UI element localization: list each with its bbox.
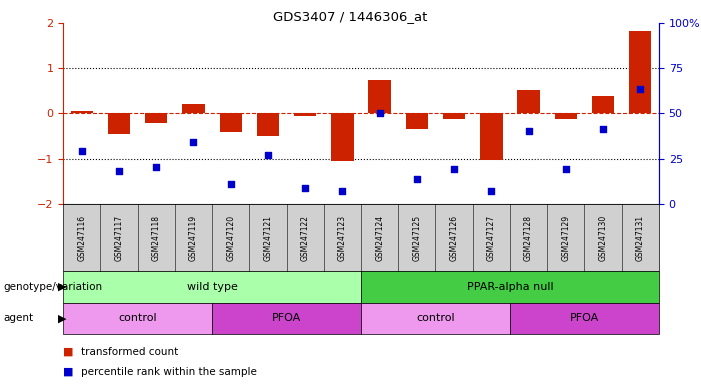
- Point: [449, 166, 460, 172]
- Text: control: control: [118, 313, 157, 323]
- Bar: [592, 96, 614, 114]
- Bar: [554, 114, 577, 119]
- Bar: [331, 114, 353, 161]
- Text: GSM247124: GSM247124: [375, 214, 384, 261]
- Point: [225, 180, 236, 187]
- Bar: [443, 114, 465, 119]
- Bar: [257, 114, 279, 136]
- Text: GSM247129: GSM247129: [562, 214, 571, 261]
- Text: GSM247130: GSM247130: [599, 214, 608, 261]
- Point: [151, 164, 162, 170]
- Bar: [294, 114, 316, 116]
- Text: PFOA: PFOA: [272, 313, 301, 323]
- Bar: [71, 111, 93, 114]
- Text: GSM247121: GSM247121: [264, 215, 273, 260]
- Point: [262, 152, 273, 158]
- Text: percentile rank within the sample: percentile rank within the sample: [81, 366, 257, 377]
- Text: GSM247118: GSM247118: [151, 215, 161, 260]
- Bar: [182, 104, 205, 114]
- Text: PPAR-alpha null: PPAR-alpha null: [467, 282, 553, 292]
- Point: [523, 127, 534, 134]
- Point: [411, 176, 423, 182]
- Text: GSM247128: GSM247128: [524, 215, 533, 260]
- Text: ▶: ▶: [57, 282, 66, 292]
- Point: [188, 139, 199, 145]
- Text: GSM247125: GSM247125: [412, 214, 421, 261]
- Text: GSM247117: GSM247117: [114, 214, 123, 261]
- Text: agent: agent: [4, 313, 34, 323]
- Point: [560, 166, 571, 172]
- Point: [374, 111, 386, 117]
- Bar: [517, 90, 540, 114]
- Text: GSM247123: GSM247123: [338, 214, 347, 261]
- Text: GSM247126: GSM247126: [449, 214, 458, 261]
- Text: GSM247131: GSM247131: [636, 214, 645, 261]
- Point: [634, 86, 646, 92]
- Text: GSM247119: GSM247119: [189, 214, 198, 261]
- Point: [597, 126, 608, 132]
- Text: GSM247122: GSM247122: [301, 215, 310, 260]
- Point: [486, 188, 497, 194]
- Text: PFOA: PFOA: [570, 313, 599, 323]
- Point: [76, 147, 88, 154]
- Bar: [145, 114, 168, 122]
- Point: [336, 188, 348, 194]
- Bar: [219, 114, 242, 132]
- Text: ▶: ▶: [57, 313, 66, 323]
- Bar: [406, 114, 428, 129]
- Text: GDS3407 / 1446306_at: GDS3407 / 1446306_at: [273, 10, 428, 23]
- Text: GSM247127: GSM247127: [487, 214, 496, 261]
- Point: [114, 168, 125, 174]
- Text: wild type: wild type: [186, 282, 238, 292]
- Point: [299, 185, 311, 191]
- Text: GSM247120: GSM247120: [226, 214, 235, 261]
- Bar: [108, 114, 130, 134]
- Text: genotype/variation: genotype/variation: [4, 282, 102, 292]
- Bar: [629, 31, 651, 114]
- Text: ■: ■: [63, 346, 74, 357]
- Bar: [480, 114, 503, 160]
- Text: GSM247116: GSM247116: [77, 214, 86, 261]
- Text: transformed count: transformed count: [81, 346, 178, 357]
- Text: ■: ■: [63, 366, 74, 377]
- Bar: [369, 79, 391, 114]
- Text: control: control: [416, 313, 455, 323]
